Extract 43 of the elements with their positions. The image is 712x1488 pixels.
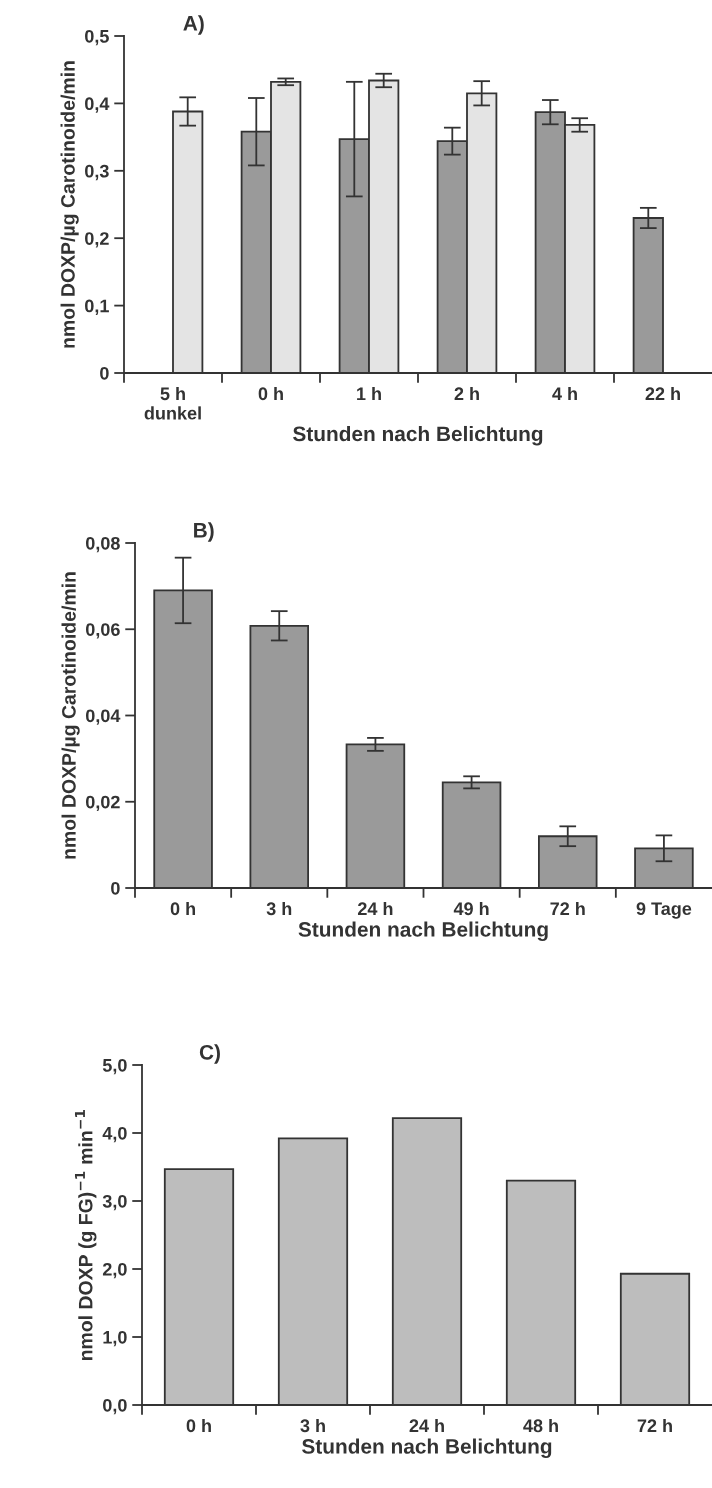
x-tick-label: 3 h — [300, 1418, 325, 1433]
x-tick-label: 5 h dunkel — [144, 386, 201, 420]
y-axis-title: nmol DOXP/µg Carotinoide/min — [60, 61, 79, 348]
y-axis-title: nmol DOXP (g FG)$^{−1}$ min$^{−1}$ — [74, 1110, 97, 1361]
x-tick-label: 24 h — [409, 1418, 444, 1432]
y-tick-label: 0,4 — [85, 97, 110, 113]
x-tick-label: 0 h — [186, 1418, 211, 1433]
x-axis-title: Stunden nach Belichtung — [293, 425, 543, 446]
y-tick-label: 3,0 — [102, 1194, 127, 1211]
y-tick-label: 0,04 — [85, 709, 121, 725]
x-tick-label: 0 h — [258, 386, 283, 401]
x-tick-label: 72 h — [550, 901, 585, 915]
y-tick-label: 0,1 — [85, 299, 109, 315]
x-tick-label: 4 h — [552, 386, 577, 400]
y-tick-label: 0,06 — [85, 623, 120, 639]
x-axis-title: Stunden nach Belichtung — [302, 1438, 552, 1459]
x-tick-label: 2 h — [454, 386, 479, 400]
x-tick-label: 3 h — [266, 901, 292, 916]
y-tick-label: 5,0 — [102, 1058, 127, 1075]
chart-title: C) — [199, 1044, 220, 1064]
x-tick-label: 72 h — [637, 1418, 672, 1432]
y-tick-label: 0,0 — [103, 1398, 127, 1415]
y-axis-title: nmol DOXP/µg Carotinoide/min — [61, 572, 80, 859]
x-tick-label: 1 h — [357, 386, 381, 400]
x-tick-label: 49 h — [453, 901, 489, 916]
x-tick-label: 48 h — [523, 1418, 558, 1433]
y-tick-label: 0,08 — [85, 536, 120, 553]
x-tick-label: 24 h — [357, 901, 393, 915]
x-tick-label: 22 h — [645, 386, 680, 400]
chart-title: B) — [194, 522, 214, 542]
y-tick-label: 1,0 — [103, 1330, 127, 1347]
chart-title: A) — [183, 15, 204, 35]
y-tick-label: 0,5 — [85, 29, 109, 46]
x-tick-label: 0 h — [170, 901, 196, 916]
y-tick-label: 0,3 — [85, 164, 109, 181]
y-tick-label: 0 — [111, 881, 120, 895]
y-tick-label: 0,02 — [85, 795, 120, 812]
y-tick-label: 2,0 — [102, 1262, 127, 1279]
x-tick-label: 9 Tage — [636, 902, 692, 919]
x-axis-title: Stunden nach Belichtung — [298, 921, 548, 942]
y-tick-label: 0 — [100, 366, 109, 380]
y-tick-label: 0,2 — [85, 232, 109, 248]
y-tick-label: 4,0 — [102, 1126, 127, 1143]
